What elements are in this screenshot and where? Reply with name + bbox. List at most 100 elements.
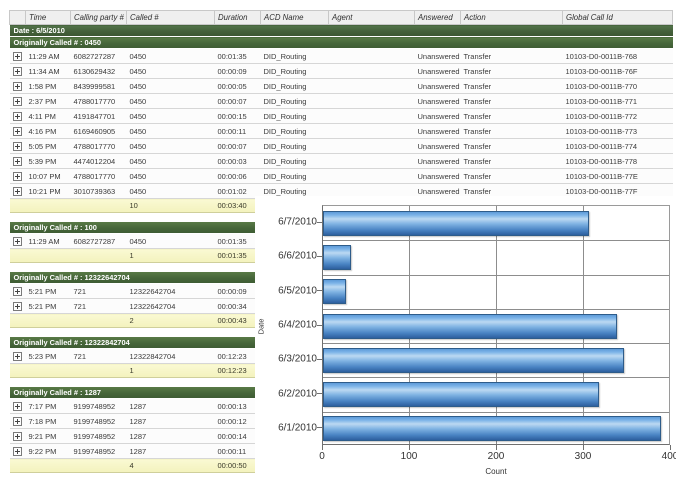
- cell-time: 10:21 PM: [25, 183, 71, 199]
- column-header-time[interactable]: Time: [25, 10, 71, 25]
- chart-x-tick-mark: [322, 445, 323, 450]
- row-expander-cell[interactable]: [9, 443, 26, 459]
- cell-calling-party: 721: [70, 348, 127, 364]
- cell-called-number: 1287: [126, 413, 215, 429]
- expand-plus-icon[interactable]: [13, 66, 22, 76]
- cell-agent: [328, 168, 415, 184]
- calls-per-date-chart: Date 6/7/2010 6/6/2010 6/5/2010 6/4/2010 6/3…: [255, 196, 676, 484]
- expand-plus-icon[interactable]: [13, 301, 22, 311]
- table-row[interactable]: 5:39 PM 4474012204 0450 00:00:03 DID_Routing…: [9, 153, 673, 169]
- summary-blank-2: [70, 248, 127, 263]
- table-row[interactable]: 10:07 PM 4788017770 0450 00:00:06 DID_Routin…: [9, 168, 673, 184]
- chart-bar[interactable]: [323, 279, 347, 305]
- expand-plus-icon[interactable]: [13, 416, 22, 426]
- table-row[interactable]: 1:58 PM 8439999581 0450 00:00:05 DID_Routing…: [9, 78, 673, 94]
- column-header-answered[interactable]: Answered: [414, 10, 461, 25]
- row-expander-cell[interactable]: [9, 348, 26, 364]
- expand-plus-icon[interactable]: [13, 186, 22, 196]
- table-row[interactable]: 11:29 AM 6082727287 0450 00:01:35 DID_Routin…: [9, 48, 673, 64]
- expand-plus-icon[interactable]: [13, 96, 22, 106]
- chart-plot-area: [322, 205, 670, 445]
- expand-plus-icon[interactable]: [13, 171, 22, 181]
- column-header-global-call-id[interactable]: Global Call Id: [562, 10, 673, 25]
- row-expander-cell[interactable]: [9, 413, 26, 429]
- column-header-action[interactable]: Action: [460, 10, 563, 25]
- chart-bar[interactable]: [323, 244, 351, 270]
- column-header-expander[interactable]: [9, 10, 26, 25]
- cell-called-number: 0450: [126, 168, 215, 184]
- expand-plus-icon[interactable]: [13, 51, 22, 61]
- chart-bar[interactable]: [323, 347, 625, 373]
- cell-called-number: 0450: [126, 108, 215, 124]
- row-expander-cell[interactable]: [9, 78, 26, 94]
- called-number-group-band-label: Originally Called # : 0450: [9, 36, 673, 49]
- summary-call-count: 1: [126, 363, 215, 378]
- row-expander-cell[interactable]: [9, 123, 26, 139]
- chart-bar[interactable]: [323, 416, 662, 442]
- column-header-duration[interactable]: Duration: [214, 10, 261, 25]
- row-expander-cell[interactable]: [9, 398, 26, 414]
- chart-x-axis: Count 0 100 200 300 400: [319, 445, 676, 479]
- summary-blank-1: [25, 458, 71, 473]
- expand-plus-icon[interactable]: [13, 126, 22, 136]
- expand-plus-icon[interactable]: [13, 81, 22, 91]
- cell-answered: Unanswered: [414, 63, 461, 79]
- cell-called-number: 12322642704: [126, 283, 215, 299]
- chart-bar[interactable]: [323, 382, 599, 408]
- chart-bar[interactable]: [323, 313, 618, 339]
- expand-plus-icon[interactable]: [13, 236, 22, 246]
- expand-plus-icon[interactable]: [13, 446, 22, 456]
- expand-plus-icon[interactable]: [13, 351, 22, 361]
- cell-called-number: 0450: [126, 93, 215, 109]
- chart-gridline-horizontal: [323, 309, 669, 310]
- expand-plus-icon[interactable]: [13, 431, 22, 441]
- column-header-called[interactable]: Called #: [126, 10, 215, 25]
- cell-calling-party: 4788017770: [70, 168, 127, 184]
- chart-y-tick-mark: [317, 221, 322, 223]
- row-expander-cell[interactable]: [9, 48, 26, 64]
- chart-x-tick-label: 300: [574, 451, 592, 462]
- row-expander-cell[interactable]: [9, 153, 26, 169]
- table-row[interactable]: 4:16 PM 6169460905 0450 00:00:11 DID_Routing…: [9, 123, 673, 139]
- cell-time: 11:29 AM: [25, 48, 71, 64]
- table-row[interactable]: 11:34 AM 6130629432 0450 00:00:09 DID_Routin…: [9, 63, 673, 79]
- cell-calling-party: 6082727287: [70, 48, 127, 64]
- cell-duration: 00:00:05: [214, 78, 261, 94]
- summary-blank-1: [25, 313, 71, 328]
- expand-plus-icon[interactable]: [13, 401, 22, 411]
- chart-x-tick-label: 0: [319, 451, 325, 462]
- expand-plus-icon[interactable]: [13, 156, 22, 166]
- expand-plus-icon[interactable]: [13, 111, 22, 121]
- chart-gridline-horizontal: [323, 343, 669, 344]
- row-expander-cell[interactable]: [9, 183, 26, 199]
- cell-acd-name: DID_Routing: [260, 48, 329, 64]
- row-expander-cell[interactable]: [9, 93, 26, 109]
- expand-plus-icon[interactable]: [13, 141, 22, 151]
- row-expander-cell[interactable]: [9, 298, 26, 314]
- table-row[interactable]: 5:05 PM 4788017770 0450 00:00:07 DID_Routing…: [9, 138, 673, 154]
- column-header-agent[interactable]: Agent: [328, 10, 415, 25]
- table-row[interactable]: 2:37 PM 4788017770 0450 00:00:07 DID_Routing…: [9, 93, 673, 109]
- cell-called-number: 1287: [126, 443, 215, 459]
- column-header-acd-name[interactable]: ACD Name: [260, 10, 329, 25]
- table-row[interactable]: 10:21 PM 3010739363 0450 00:01:02 DID_Routin…: [9, 183, 673, 199]
- row-expander-cell[interactable]: [9, 138, 26, 154]
- summary-blank-0: [9, 313, 26, 328]
- row-expander-cell[interactable]: [9, 233, 26, 249]
- expand-plus-icon[interactable]: [13, 286, 22, 296]
- cell-duration: 00:00:03: [214, 153, 261, 169]
- row-expander-cell[interactable]: [9, 428, 26, 444]
- row-expander-cell[interactable]: [9, 283, 26, 299]
- cell-answered: Unanswered: [414, 48, 461, 64]
- row-expander-cell[interactable]: [9, 168, 26, 184]
- summary-call-count: 4: [126, 458, 215, 473]
- cell-called-number: 12322642704: [126, 298, 215, 314]
- row-expander-cell[interactable]: [9, 108, 26, 124]
- cell-acd-name: DID_Routing: [260, 138, 329, 154]
- chart-bar[interactable]: [323, 210, 590, 236]
- cell-agent: [328, 138, 415, 154]
- cell-answered: Unanswered: [414, 153, 461, 169]
- row-expander-cell[interactable]: [9, 63, 26, 79]
- column-header-calling-party[interactable]: Calling party #: [70, 10, 127, 25]
- table-row[interactable]: 4:11 PM 4191847701 0450 00:00:15 DID_Routing…: [9, 108, 673, 124]
